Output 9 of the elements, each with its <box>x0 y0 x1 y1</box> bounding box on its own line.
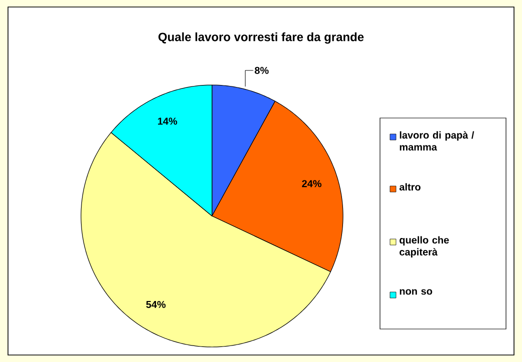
data-label: 54% <box>146 300 166 308</box>
legend-label: quello che capiterà <box>400 236 449 258</box>
data-label: 14% <box>158 118 178 125</box>
legend-label: non so <box>400 289 432 295</box>
chart-title: Quale lavoro vorresti fare da grande <box>158 32 364 44</box>
data-label: 24% <box>302 180 322 188</box>
data-label: 8% <box>254 66 269 74</box>
legend-label: lavoro di papà / mamma <box>400 131 474 151</box>
legend-label: altro <box>400 183 420 191</box>
